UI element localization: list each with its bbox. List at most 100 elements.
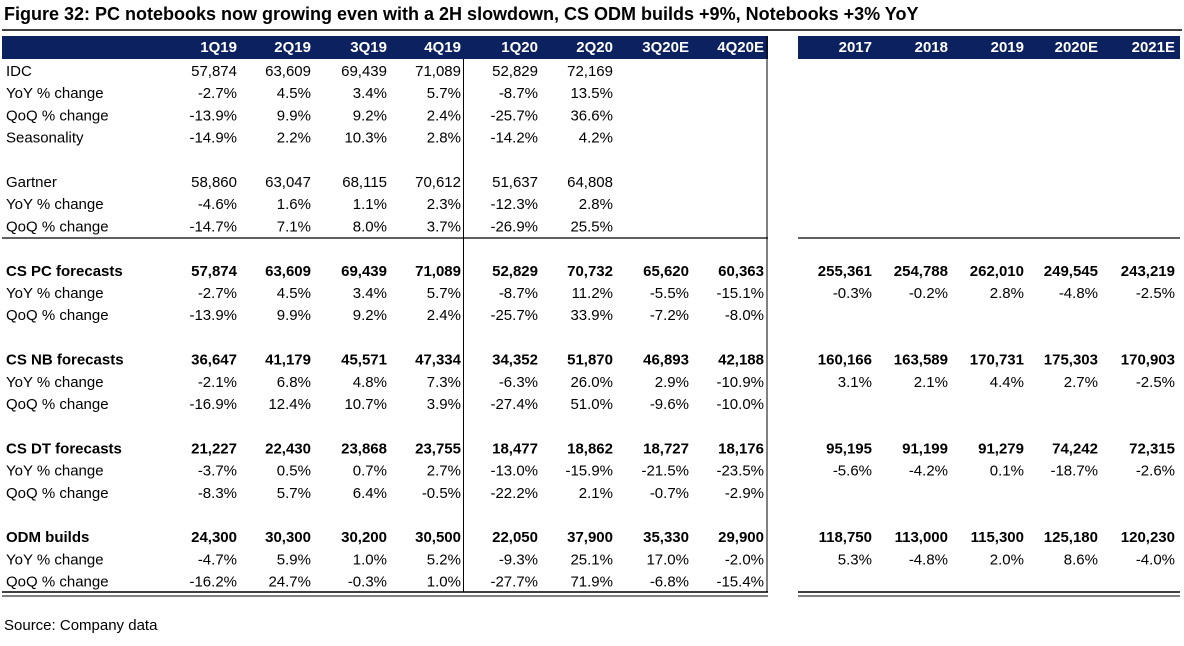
cell: 5.7% (427, 85, 461, 102)
cell: 63,047 (265, 174, 311, 191)
cell: 2.4% (427, 307, 461, 324)
cell: -2.5% (1136, 285, 1175, 302)
cell: 35,330 (643, 529, 689, 546)
cell: 9.2% (353, 107, 387, 124)
cell: 2.0% (990, 551, 1024, 568)
cell: 8.0% (353, 218, 387, 235)
column-header: 3Q20E (642, 39, 689, 56)
cell: 2.8% (990, 285, 1024, 302)
cell: 118,750 (819, 529, 872, 546)
cell: 2.7% (1064, 374, 1098, 391)
cell: -14.9% (189, 130, 237, 147)
cell: -0.7% (650, 485, 689, 502)
cell: 254,788 (894, 263, 948, 280)
cell: 24.7% (268, 574, 311, 591)
cell: 243,219 (1121, 263, 1175, 280)
cell: 60,363 (718, 263, 764, 280)
cell: 4.8% (353, 374, 387, 391)
cell: 9.2% (353, 307, 387, 324)
cell: 22,050 (492, 529, 538, 546)
cell: 8.6% (1064, 551, 1098, 568)
cell: -18.7% (1050, 463, 1098, 480)
cell: 3.9% (427, 396, 461, 413)
cell: -0.3% (348, 574, 387, 591)
cell: -2.1% (198, 374, 237, 391)
cell: 25.1% (570, 551, 613, 568)
cell: 65,620 (643, 263, 689, 280)
column-header: 4Q20E (717, 39, 764, 56)
cell: 42,188 (718, 352, 764, 369)
row-label: QoQ % change (6, 574, 109, 591)
cell: -2.7% (198, 285, 237, 302)
cell: 10.7% (344, 396, 387, 413)
cell: -7.2% (650, 307, 689, 324)
cell: -4.2% (909, 463, 948, 480)
cell: 36.6% (570, 107, 613, 124)
cell: -0.5% (422, 485, 461, 502)
cell: 3.4% (353, 85, 387, 102)
cell: 18,176 (718, 440, 764, 457)
cell: 30,200 (341, 529, 387, 546)
cell: 18,862 (567, 440, 613, 457)
cell: 22,430 (265, 440, 311, 457)
cell: -27.7% (490, 574, 538, 591)
cell: -2.9% (725, 485, 764, 502)
row-label: ODM builds (6, 529, 89, 546)
cell: 68,115 (342, 174, 387, 191)
cell: -10.0% (716, 396, 764, 413)
cell: -3.7% (198, 463, 237, 480)
cell: -16.2% (189, 574, 237, 591)
cell: 63,609 (265, 63, 311, 80)
cell: 23,868 (341, 440, 387, 457)
cell: -8.7% (499, 85, 538, 102)
cell: 57,874 (191, 263, 238, 280)
row-label: YoY % change (6, 285, 104, 302)
cell: -26.9% (490, 218, 538, 235)
column-header: 2017 (839, 39, 872, 56)
cell: 63,609 (265, 263, 311, 280)
column-header: 1Q19 (200, 39, 237, 56)
cell: 64,808 (567, 174, 613, 191)
cell: 9.9% (277, 307, 311, 324)
cell: 9.9% (277, 107, 311, 124)
cell: 5.9% (277, 551, 311, 568)
cell: -2.6% (1136, 463, 1175, 480)
cell: 52,829 (492, 263, 538, 280)
cell: 115,300 (971, 529, 1024, 546)
cell: 120,230 (1121, 529, 1175, 546)
column-header: 2021E (1132, 39, 1175, 56)
cell: -8.0% (725, 307, 764, 324)
cell: 2.7% (427, 463, 461, 480)
cell: -15.9% (565, 463, 613, 480)
row-label: YoY % change (6, 374, 104, 391)
header-band (798, 36, 1180, 59)
column-header: 2Q20 (576, 39, 613, 56)
cell: 2.3% (427, 196, 461, 213)
cell: 51.0% (570, 396, 613, 413)
cell: 12.4% (268, 396, 311, 413)
cell: -13.9% (189, 307, 237, 324)
cell: -0.3% (833, 285, 872, 302)
cell: 11.2% (572, 285, 613, 302)
cell: -22.2% (490, 485, 538, 502)
row-label: QoQ % change (6, 307, 109, 324)
cell: 2.2% (277, 130, 311, 147)
cell: 5.3% (838, 551, 872, 568)
cell: -25.7% (490, 107, 538, 124)
cell: 57,874 (191, 63, 237, 80)
cell: 249,545 (1044, 263, 1098, 280)
cell: 6.4% (353, 485, 387, 502)
cell: -8.7% (499, 285, 538, 302)
cell: 72,315 (1129, 440, 1175, 457)
cell: 113,000 (895, 529, 948, 546)
cell: 4.5% (277, 85, 311, 102)
cell: -21.5% (641, 463, 689, 480)
cell: 95,195 (826, 440, 872, 457)
cell: 5.2% (427, 551, 461, 568)
cell: 2.1% (579, 485, 613, 502)
column-header: 2020E (1055, 39, 1098, 56)
cell: -16.9% (189, 396, 237, 413)
cell: -15.1% (716, 285, 764, 302)
cell: -4.6% (198, 196, 237, 213)
